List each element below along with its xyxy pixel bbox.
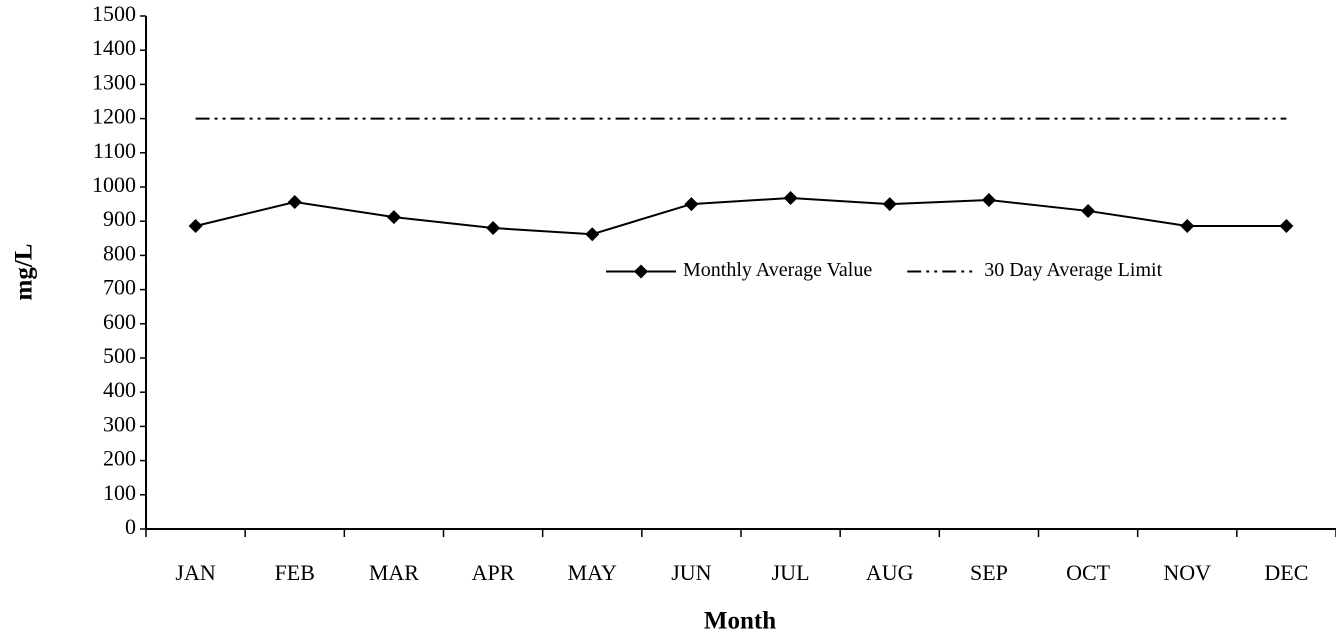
data-point [882, 197, 897, 212]
x-tick-label: MAR [369, 560, 419, 585]
data-point [684, 197, 699, 212]
x-tick-label: NOV [1163, 560, 1211, 585]
x-tick-label: JUN [671, 560, 711, 585]
data-point [486, 221, 501, 236]
data-point [386, 210, 401, 225]
data-point [1180, 218, 1195, 233]
y-tick-label: 300 [103, 411, 136, 436]
x-tick-label: SEP [970, 560, 1008, 585]
y-tick-label: 1400 [92, 35, 136, 60]
legend-marker [634, 264, 648, 279]
x-tick-label: AUG [866, 560, 914, 585]
y-tick-label: 800 [103, 240, 136, 265]
x-tick-label: APR [472, 560, 515, 585]
y-tick-label: 600 [103, 309, 136, 334]
y-tick-label: 400 [103, 377, 136, 402]
y-tick-label: 1100 [93, 138, 136, 163]
data-point [188, 218, 203, 233]
data-point [287, 195, 302, 210]
y-tick-label: 1500 [92, 1, 136, 26]
y-tick-label: 100 [103, 480, 136, 505]
y-tick-label: 900 [103, 206, 136, 231]
y-tick-label: 500 [103, 343, 136, 368]
y-tick-label: 1200 [92, 104, 136, 129]
y-tick-label: 0 [125, 514, 136, 539]
data-point [1081, 203, 1096, 218]
x-axis-title: Month [704, 608, 776, 635]
x-tick-label: FEB [275, 560, 315, 585]
data-point [585, 227, 600, 242]
y-tick-label: 1300 [92, 69, 136, 94]
y-axis-title: mg/L [11, 244, 38, 301]
x-tick-label: JAN [175, 560, 215, 585]
y-tick-label: 700 [103, 275, 136, 300]
data-point [981, 192, 996, 207]
y-tick-label: 200 [103, 446, 136, 471]
x-tick-label: MAY [568, 560, 617, 585]
x-tick-label: DEC [1264, 560, 1308, 585]
legend-label: Monthly Average Value [683, 259, 872, 281]
data-point [1279, 218, 1294, 233]
y-tick-label: 1000 [92, 172, 136, 197]
data-point [783, 190, 798, 205]
legend-label: 30 Day Average Limit [984, 259, 1162, 281]
x-tick-label: OCT [1066, 560, 1111, 585]
series-line [195, 196, 1287, 236]
x-tick-label: JUL [772, 560, 810, 585]
